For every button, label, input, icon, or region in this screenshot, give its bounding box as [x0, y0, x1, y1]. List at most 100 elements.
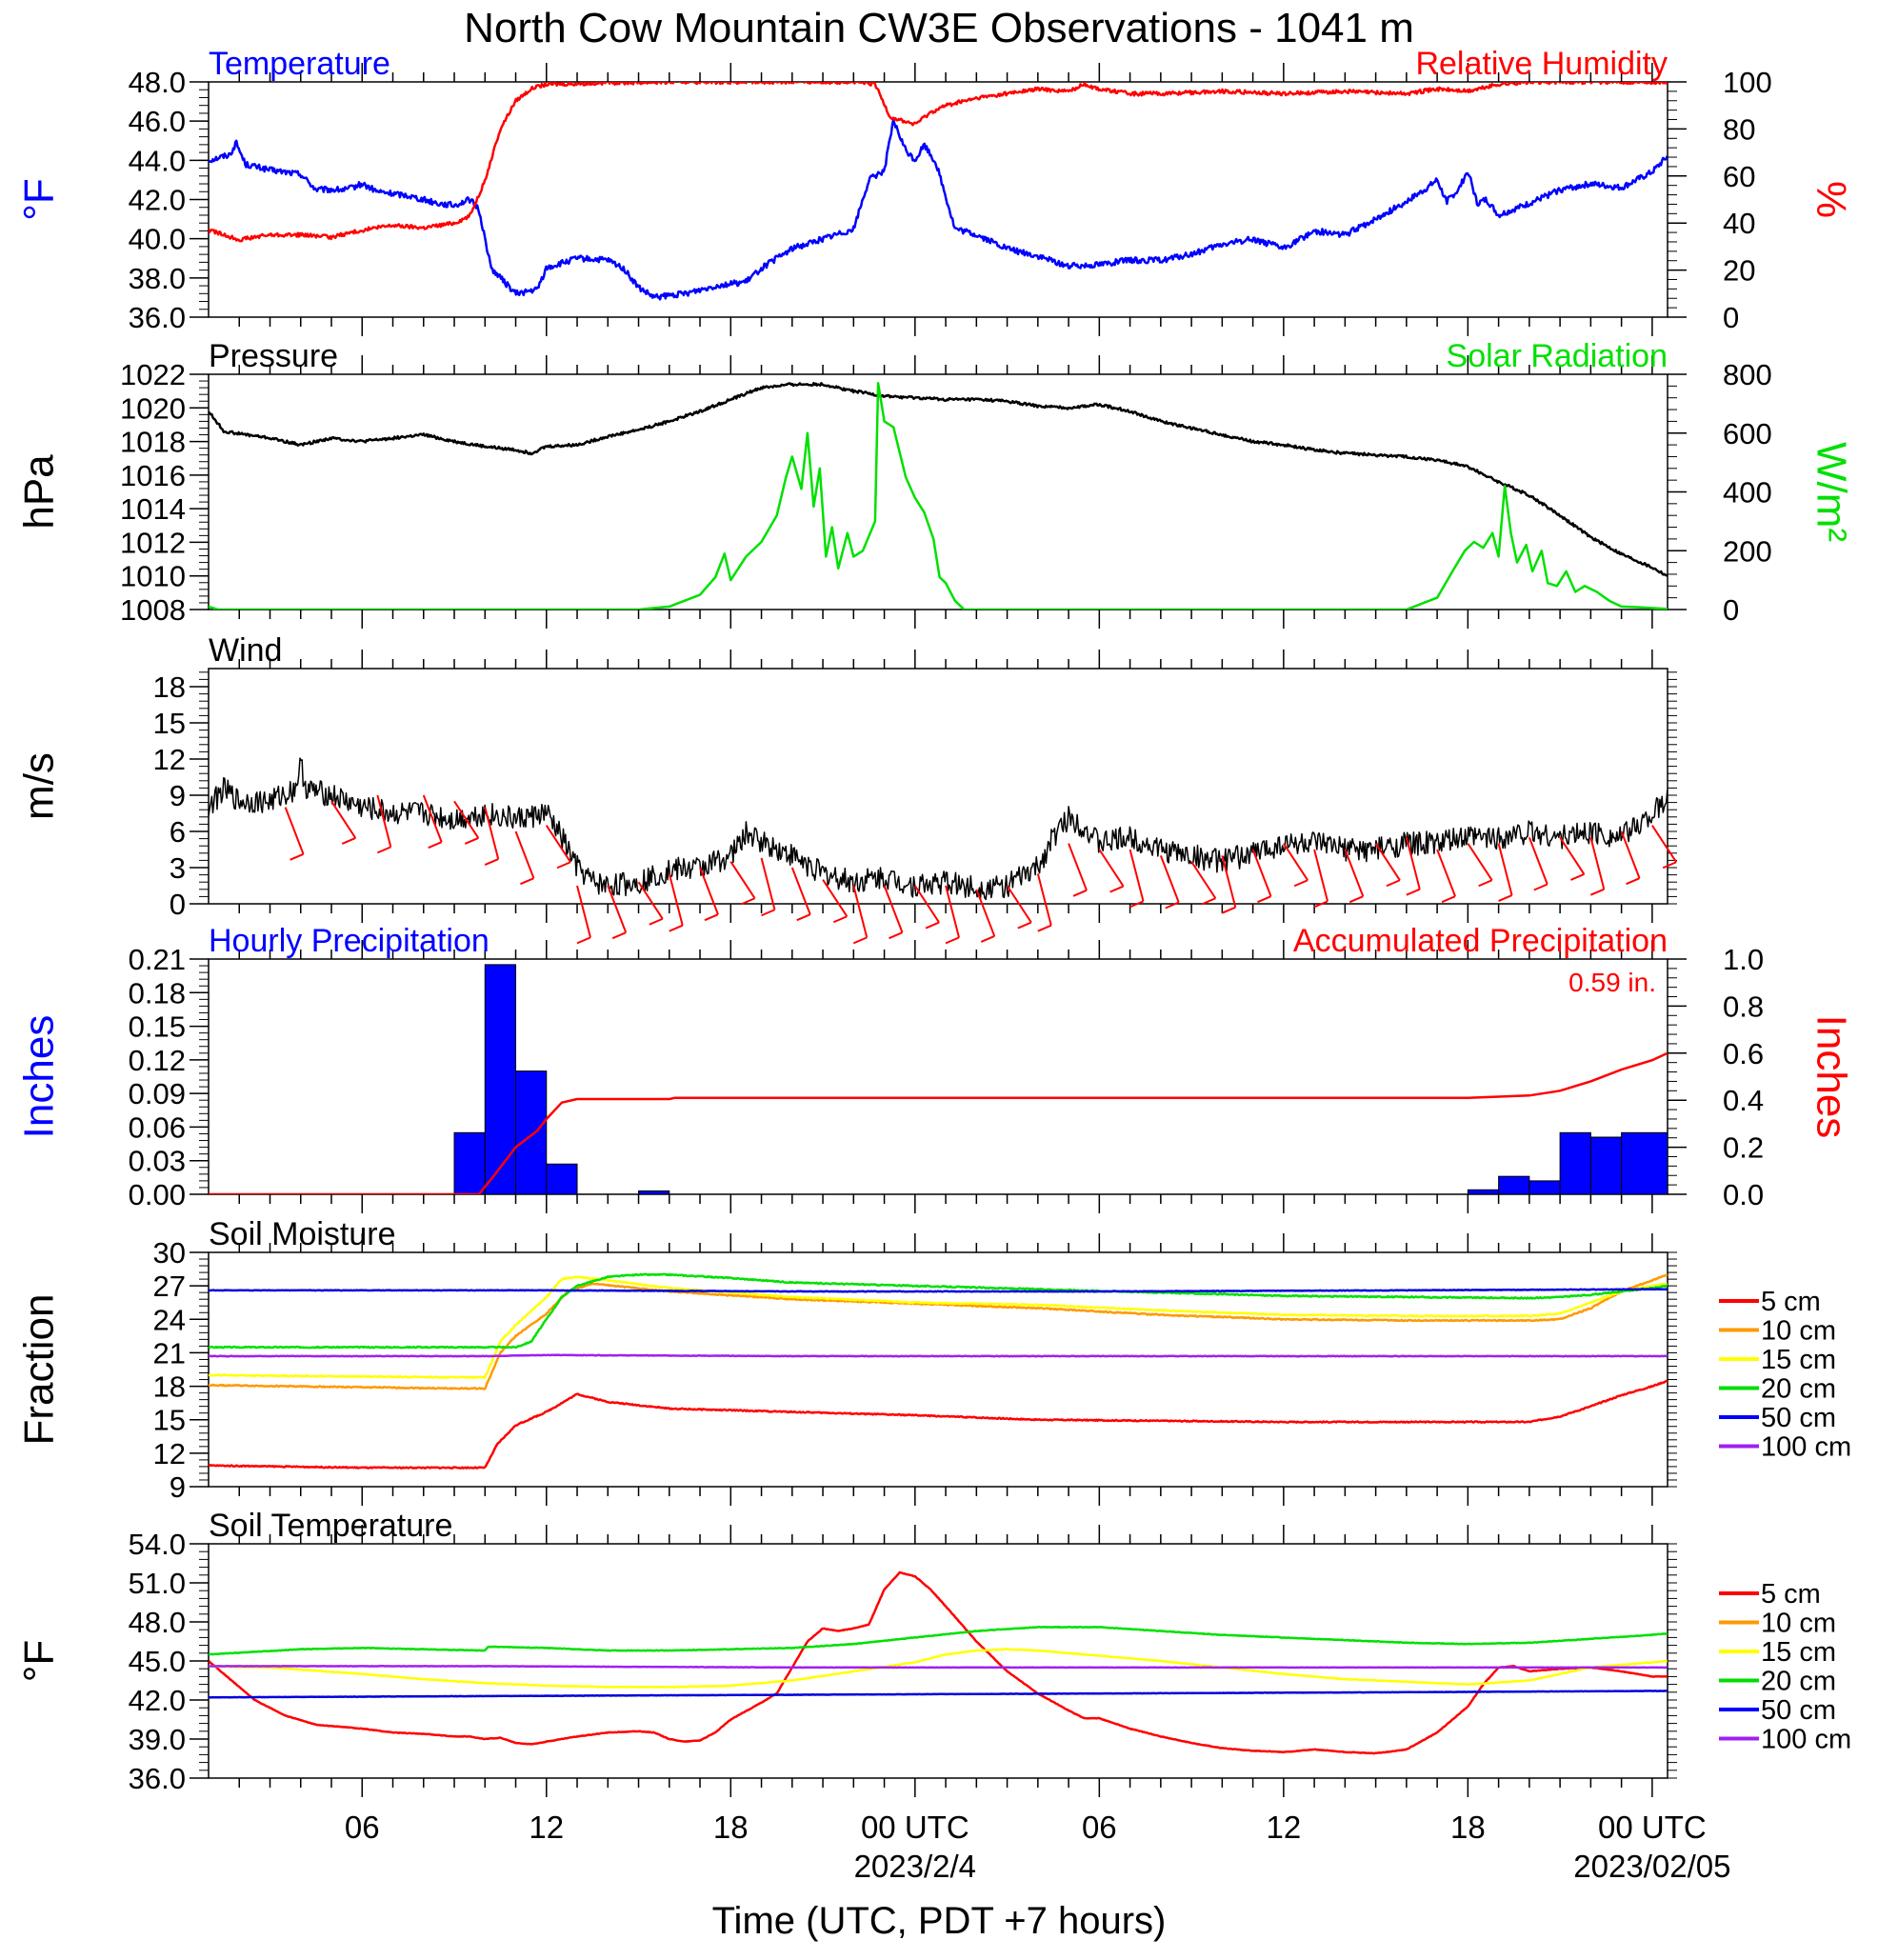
x-tick-label: 00 UTC: [861, 1810, 969, 1845]
y-tick-label: 24: [153, 1303, 186, 1336]
wind-barb-flag: [520, 877, 534, 886]
y2-tick-label: 60: [1723, 160, 1755, 193]
wind-barb-flag: [925, 921, 940, 930]
wind-barb: [1497, 843, 1513, 896]
series-line-3: [209, 1272, 1668, 1350]
panel-title-left: Pressure: [209, 338, 338, 374]
y-tick-label: 27: [153, 1270, 186, 1303]
panel-title-right: Solar Radiation: [1447, 338, 1668, 374]
wind-barb: [1620, 830, 1641, 879]
wind-barb-flag: [484, 858, 499, 866]
series-line-2: [209, 1275, 1668, 1380]
precip-bar: [1621, 1131, 1668, 1194]
precip-bar: [1528, 1180, 1561, 1194]
legend-label: 20 cm: [1761, 1667, 1836, 1697]
legend-label: 10 cm: [1761, 1316, 1836, 1347]
wind-barb: [822, 879, 849, 917]
wind-barb-flag: [1072, 889, 1088, 897]
wind-barb: [1467, 843, 1493, 881]
legend-label: 50 cm: [1761, 1403, 1836, 1433]
y2-tick-label: 0.8: [1723, 990, 1764, 1023]
y2-tick-label: 600: [1723, 417, 1772, 450]
y2-tick-label: 200: [1723, 534, 1772, 568]
wind-barb: [1405, 837, 1421, 890]
wind-barb-flag: [1293, 879, 1309, 888]
x-tick-date-label: 2023/2/4: [854, 1849, 976, 1884]
precip-bar: [1559, 1131, 1591, 1194]
accumulated-total-label: 0.59 in.: [1568, 968, 1656, 997]
wind-barb-flag: [945, 936, 960, 945]
wind-barb-flag: [1533, 883, 1548, 891]
y-tick-label: 12: [153, 1437, 186, 1470]
wind-barb: [1068, 843, 1088, 891]
wind-barb: [422, 794, 443, 843]
plot-area: [209, 381, 1668, 610]
y-tick-label: 54.0: [129, 1528, 186, 1561]
wind-barb: [1283, 843, 1309, 881]
panel-title-right: Accumulated Precipitation: [1293, 923, 1668, 959]
x-axis-label: Time (UTC, PDT +7 hours): [712, 1900, 1167, 1942]
y-tick-label: 0.12: [129, 1044, 186, 1077]
wind-barb-flag: [1165, 901, 1180, 910]
y2-tick-label: 0: [1723, 301, 1739, 334]
y-axis-label: °F: [16, 178, 63, 220]
precip-bar: [515, 1070, 548, 1194]
wind-barb: [514, 830, 535, 879]
y-tick-label: 0.06: [129, 1110, 186, 1144]
legend-label: 15 cm: [1761, 1637, 1836, 1668]
wind-barb-flag: [376, 846, 391, 854]
wind-barb-flag: [832, 915, 848, 924]
wind-barb: [1344, 849, 1365, 897]
wind-barb-flag: [852, 936, 868, 945]
wind-barb-flag: [741, 897, 755, 906]
wind-barb-flag: [761, 909, 775, 917]
wind-barb-flag: [1570, 872, 1585, 881]
accumulated-precip-line: [209, 1051, 1668, 1194]
series-line-0: [209, 381, 1668, 577]
wind-barb: [376, 794, 392, 848]
wind-barb-flag: [1349, 895, 1364, 904]
wind-barb: [1651, 825, 1677, 863]
wind-barb-flag: [704, 913, 719, 922]
wind-barb-flag: [611, 931, 627, 940]
y-tick-label: 44.0: [129, 144, 186, 177]
series-line-0: [209, 118, 1668, 301]
wind-barb-flag: [341, 836, 356, 845]
y-axis-label: hPa: [16, 454, 63, 530]
y-tick-label: 1016: [120, 459, 186, 492]
series-line-2: [209, 1625, 1668, 1656]
wind-barb-flag: [1406, 888, 1421, 896]
wind-barb: [545, 825, 571, 863]
wind-barb: [284, 807, 305, 855]
wind-barb: [760, 857, 776, 910]
wind-barb-flag: [1017, 921, 1032, 930]
y-tick-label: 48.0: [129, 1606, 186, 1639]
legend-label: 20 cm: [1761, 1374, 1836, 1405]
wind-barb-flag: [1221, 906, 1236, 914]
y-tick-label: 0.18: [129, 976, 186, 1010]
y-tick-label: 9: [170, 1470, 186, 1504]
panel-3: 0.000.030.060.090.120.150.180.21 0.0 0.2 0.…: [16, 923, 1854, 1213]
panel-title-left: Hourly Precipitation: [209, 923, 489, 959]
y-tick-label: 1012: [120, 526, 186, 559]
wind-barb-flag: [1257, 895, 1271, 904]
y-tick-label: 18: [153, 1370, 186, 1404]
y-tick-label: 36.0: [129, 1762, 186, 1795]
y-tick-label: 51.0: [129, 1567, 186, 1600]
wind-barb: [699, 867, 719, 915]
y2-axis-label: %: [1808, 181, 1854, 218]
wind-barb: [1190, 861, 1217, 899]
wind-barb-flag: [428, 841, 443, 850]
precip-bar: [546, 1163, 578, 1194]
y2-tick-label: 400: [1723, 476, 1772, 510]
wind-barb: [790, 867, 811, 915]
precip-bar: [1498, 1175, 1530, 1194]
wind-barb: [975, 889, 996, 937]
wind-barb: [1098, 849, 1125, 888]
wind-barb-flag: [1201, 897, 1216, 906]
y-axis-label: Inches: [16, 1015, 63, 1139]
wind-barb: [1159, 854, 1180, 903]
